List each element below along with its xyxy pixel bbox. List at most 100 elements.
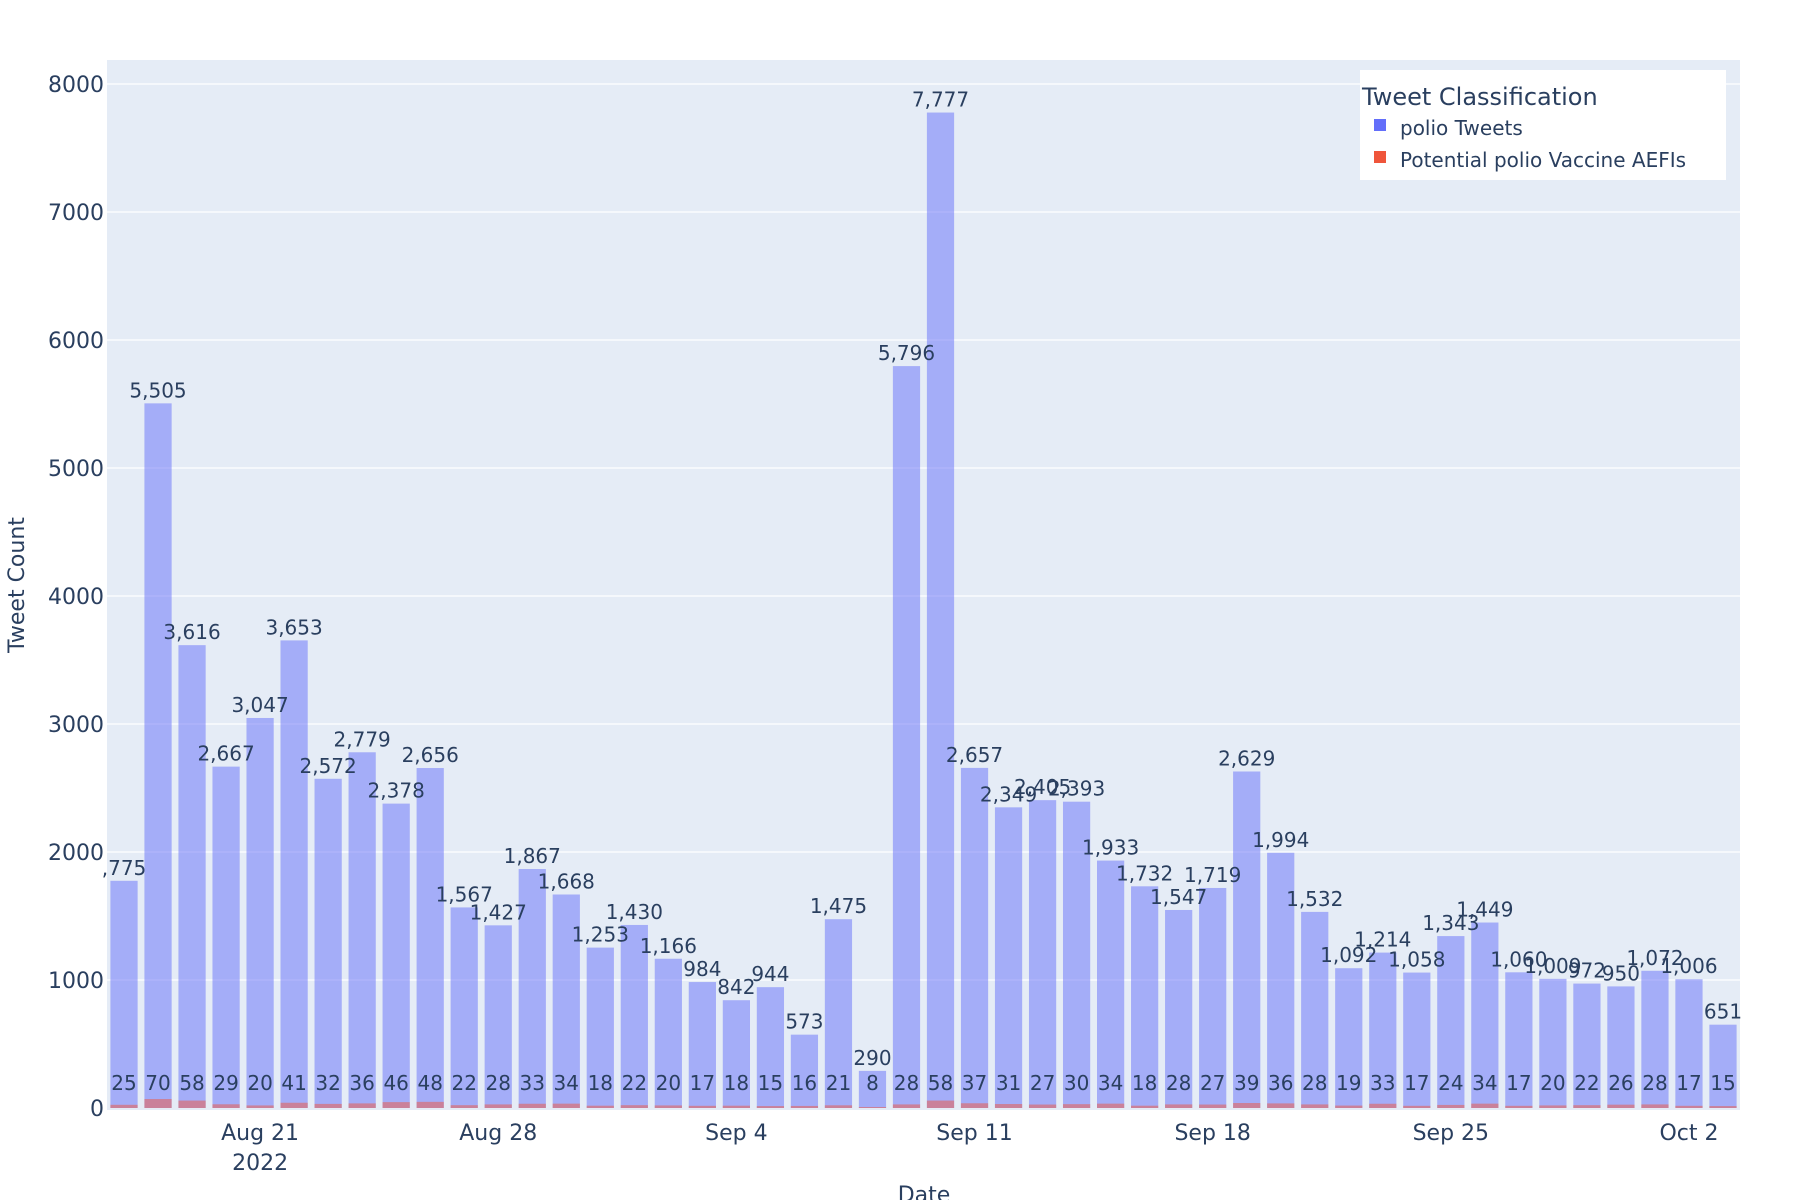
x-tick-label: Sep 11 [936,1121,1012,1146]
legend-box [1360,70,1726,180]
polio-tweets-bar [212,766,240,1108]
y-tick-label: 3000 [48,713,104,738]
legend-title: Tweet Classification [1361,83,1598,111]
polio-tweets-bar [518,869,546,1108]
polio-tweets-value-label: 1,668 [538,869,595,893]
aefi-value-label: 16 [792,1071,817,1095]
aefi-value-label: 34 [1098,1071,1123,1095]
aefi-bar [178,1100,206,1108]
polio-tweets-value-label: 2,378 [368,779,425,803]
polio-tweets-bar [1641,970,1669,1108]
polio-tweets-bar [756,987,785,1108]
polio-tweets-value-label: 1,449 [1456,898,1513,922]
aefi-value-label: 32 [315,1071,340,1095]
aefi-bar [246,1105,274,1108]
aefi-value-label: 15 [758,1071,783,1095]
aefi-value-label: 8 [866,1071,879,1095]
aefi-value-label: 33 [1370,1071,1395,1095]
aefi-bar [1471,1103,1499,1108]
aefi-value-label: 31 [996,1071,1021,1095]
x-tick-label: Oct 2 [1659,1121,1718,1146]
polio-tweets-value-label: 1,214 [1354,928,1411,952]
aefi-bar [280,1102,308,1108]
legend: Tweet Classification polio Tweets Potent… [1360,70,1726,180]
polio-tweets-value-label: 984 [683,957,721,981]
polio-tweets-value-label: 1,567 [436,882,493,906]
polio-tweets-value-label: 1,166 [640,934,697,958]
aefi-value-label: 28 [486,1071,511,1095]
polio-tweets-bar [994,807,1023,1108]
aefi-value-label: 27 [1200,1071,1225,1095]
aefi-value-label: 28 [894,1071,919,1095]
aefi-bar [892,1104,921,1108]
polio-tweets-bar [416,768,444,1108]
polio-tweets-value-label: 1,058 [1388,948,1445,972]
polio-tweets-bar [1403,972,1431,1108]
x-axis-ticks: Aug 21 2022 Aug 28 Sep 4 Sep 11 Sep 18 Sep 25 O… [221,1121,1718,1176]
aefi-bar [1335,1105,1363,1108]
polio-tweets-bar [1335,968,1363,1108]
polio-tweets-value-label: 3,653 [265,615,322,639]
polio-tweets-bar [484,925,512,1108]
polio-tweets-value-label: 1,867 [504,844,561,868]
aefi-bar [1165,1104,1193,1108]
aefi-bar [416,1101,444,1108]
polio-tweets-value-label: 2,349 [980,782,1037,806]
polio-tweets-value-label: 1,427 [470,900,527,924]
aefi-bar [1641,1104,1669,1108]
polio-tweets-value-label: 651 [1704,1000,1742,1024]
polio-tweets-bar [1062,801,1091,1108]
y-tick-label: 1000 [48,969,104,994]
aefi-bar [518,1103,546,1108]
polio-tweets-value-label: 573 [785,1010,823,1034]
gridlines [107,83,1740,981]
aefi-bar [212,1104,240,1108]
polio-tweets-bar [858,1070,887,1108]
polio-tweets-value-label: 1,719 [1184,863,1241,887]
aefi-bar [926,1100,955,1108]
legend-item-aefi: Potential polio Vaccine AEFIs [1400,148,1686,172]
polio-tweets-value-label: 1,933 [1082,836,1139,860]
aefi-value-label: 20 [247,1071,272,1095]
aefi-value-label: 37 [962,1071,987,1095]
polio-tweets-value-label: 2,393 [1048,777,1105,801]
polio-tweets-value-label: 950 [1602,961,1640,985]
aefi-bar [1369,1103,1397,1108]
polio-tweets-bar [1539,978,1567,1108]
polio-tweets-bar [280,640,308,1108]
aefi-value-label: 28 [1302,1071,1327,1095]
polio-tweets-value-label: 2,779 [334,727,391,751]
y-tick-label: 2000 [48,841,104,866]
polio-tweets-bar [688,982,716,1108]
aefi-bar [1403,1105,1431,1108]
polio-tweets-value-label: 944 [751,962,789,986]
polio-tweets-bar [1199,887,1227,1108]
aefi-bar [144,1099,172,1108]
aefi-bar [620,1105,648,1108]
x-tick-label: Sep 25 [1413,1121,1489,1146]
polio-tweets-bar [110,880,138,1108]
polio-tweets-value-label: 1,994 [1252,828,1309,852]
aefi-bar [756,1106,785,1108]
aefi-value-label: 26 [1608,1071,1633,1095]
aefi-value-label: 33 [520,1071,545,1095]
polio-tweets-bar [1709,1024,1737,1108]
polio-tweets-bar [1675,979,1703,1108]
polio-tweets-value-label: ,775 [102,856,147,880]
polio-tweets-bar [790,1034,819,1108]
polio-tweets-value-label: 2,405 [1014,775,1071,799]
aefi-value-label: 22 [451,1071,476,1095]
aefi-bar [1607,1104,1635,1108]
aefi-value-label: 22 [1574,1071,1599,1095]
aefi-value-label: 22 [622,1071,647,1095]
aefi-value-label: 15 [1710,1071,1735,1095]
polio-tweets-value-label: 5,796 [878,341,935,365]
polio-tweets-bar [1301,911,1329,1108]
aefi-bar [1062,1104,1091,1108]
aefi-value-label: 34 [1472,1071,1497,1095]
polio-tweets-bar [1165,909,1193,1108]
polio-tweets-value-label: 1,547 [1150,885,1207,909]
plot-background [107,60,1740,1110]
aefi-value-label: 18 [1132,1071,1157,1095]
y-tick-label: 5000 [48,457,104,482]
